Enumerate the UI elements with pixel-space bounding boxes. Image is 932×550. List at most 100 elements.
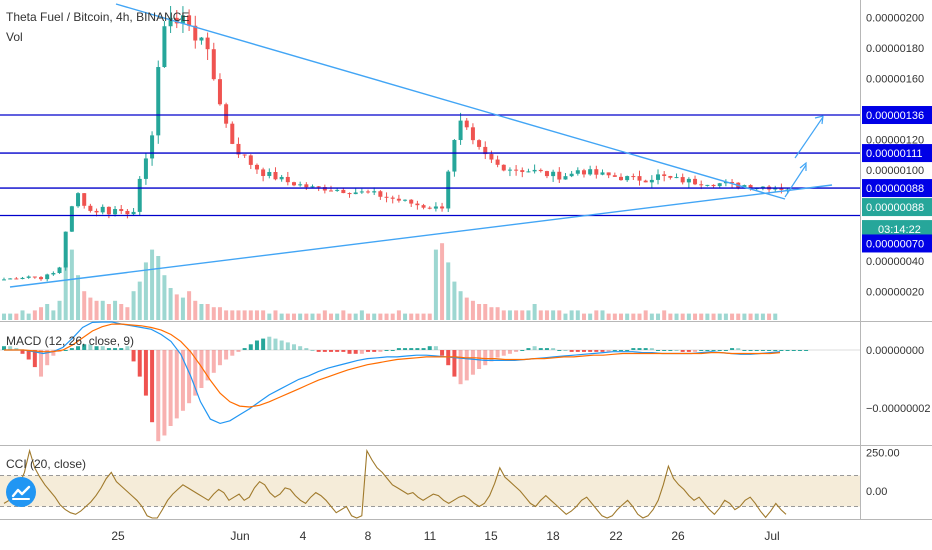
symbol-title[interactable]: Theta Fuel / Bitcoin, 4h, BINANCE <box>6 10 190 24</box>
candle-body <box>446 171 451 209</box>
volume-bar <box>174 294 179 320</box>
x-tick-label: 18 <box>546 529 560 543</box>
price-tag-label: 0.00000070 <box>866 238 924 250</box>
candle-body <box>180 15 185 24</box>
macd-histogram-bar <box>335 350 340 352</box>
volume-bar <box>446 262 451 320</box>
volume-bar <box>14 313 19 320</box>
volume-bar <box>662 310 667 320</box>
macd-histogram-bar <box>804 350 809 351</box>
volume-bar <box>668 313 673 320</box>
volume-bar <box>699 313 704 320</box>
macd-histogram-bar <box>699 350 704 351</box>
macd-histogram-bar <box>791 350 796 351</box>
macd-histogram-bar <box>366 350 371 352</box>
macd-histogram-bar <box>372 350 377 352</box>
volume-bar <box>483 304 488 320</box>
price-tag-bg <box>862 106 932 125</box>
volume-bar <box>637 313 642 320</box>
panel-separators <box>0 0 932 520</box>
cci-label[interactable]: CCI (20, close) <box>6 457 87 471</box>
macd-histogram-bar <box>273 338 278 350</box>
price-tag-bg <box>862 179 932 198</box>
volume-bar <box>649 313 654 320</box>
volume-bar <box>2 313 6 320</box>
candle-body <box>372 191 377 193</box>
x-tick-label: 11 <box>424 529 437 543</box>
volume-label[interactable]: Vol <box>6 30 23 44</box>
macd-histogram-bar <box>26 350 31 360</box>
macd-histogram-bar <box>532 346 537 350</box>
macd-histogram-bar <box>643 348 648 350</box>
volume-bar <box>730 313 735 320</box>
macd-histogram-bar <box>705 350 710 351</box>
candle-body <box>94 210 99 213</box>
candle-body <box>242 154 247 156</box>
candle-body <box>390 197 395 199</box>
candle-body <box>514 169 519 171</box>
candle-body <box>254 164 259 170</box>
candle-body <box>187 15 192 26</box>
macd-histogram-bar <box>384 350 389 351</box>
macd-histogram-bar <box>119 348 124 350</box>
candle-body <box>409 199 414 204</box>
macd-histogram-bar <box>82 344 87 350</box>
volume-bar <box>748 313 753 320</box>
macd-histogram-bar <box>304 348 309 350</box>
volume-bar <box>773 313 778 320</box>
arrow-icon <box>794 116 824 159</box>
macd-histogram-bar <box>143 350 148 396</box>
cci-y-tick: 0.00 <box>866 486 887 498</box>
volume-bar <box>335 313 340 320</box>
tradingview-logo-icon[interactable] <box>6 477 36 507</box>
volume-bar <box>495 307 500 320</box>
volume-bar <box>193 300 198 320</box>
volume-bar <box>760 313 765 320</box>
candle-body <box>137 178 142 212</box>
macd-histogram-bar <box>501 350 506 356</box>
macd-label[interactable]: MACD (12, 26, close, 9) <box>6 334 135 348</box>
macd-histogram-bar <box>193 350 198 396</box>
macd-histogram-bar <box>495 350 500 358</box>
candle-body <box>649 179 654 183</box>
candle-body <box>193 25 198 41</box>
volume-bar <box>254 310 259 320</box>
candle-body <box>575 170 580 174</box>
macd-histogram-bar <box>637 348 642 350</box>
candle-body <box>156 67 161 136</box>
candle-body <box>483 146 488 155</box>
candle-body <box>106 206 111 215</box>
candle-body <box>507 169 512 171</box>
volume-bars <box>2 243 778 320</box>
macd-histogram-bar <box>113 348 118 350</box>
macd-histogram-bar <box>322 350 327 352</box>
candle-body <box>248 155 253 165</box>
candle-body <box>563 176 568 180</box>
drawings[interactable] <box>0 3 860 288</box>
macd-histogram-bar <box>680 350 685 352</box>
macd-histogram-bar <box>544 348 549 350</box>
volume-bar <box>199 304 204 320</box>
volume-bar <box>261 310 266 320</box>
candle-body <box>150 135 155 159</box>
macd-histogram-bar <box>205 350 210 381</box>
macd-histogram-bar <box>723 350 728 351</box>
macd-histogram-bar <box>137 350 142 377</box>
candle-body <box>396 198 401 201</box>
volume-bar <box>526 310 531 320</box>
macd-histogram-bar <box>767 350 772 351</box>
macd-histogram-bar <box>180 350 185 411</box>
volume-bar <box>569 310 574 320</box>
candle-body <box>600 172 605 175</box>
candle-body <box>14 278 19 280</box>
candle-body <box>304 184 309 188</box>
candle-body <box>723 181 728 184</box>
macd-histogram-bar <box>569 350 574 352</box>
volume-bar <box>433 249 438 320</box>
volume-bar <box>606 313 611 320</box>
candle-body <box>119 209 124 211</box>
volume-bar <box>742 313 747 320</box>
macd-histogram-bar <box>390 350 395 351</box>
candle-body <box>538 169 543 172</box>
